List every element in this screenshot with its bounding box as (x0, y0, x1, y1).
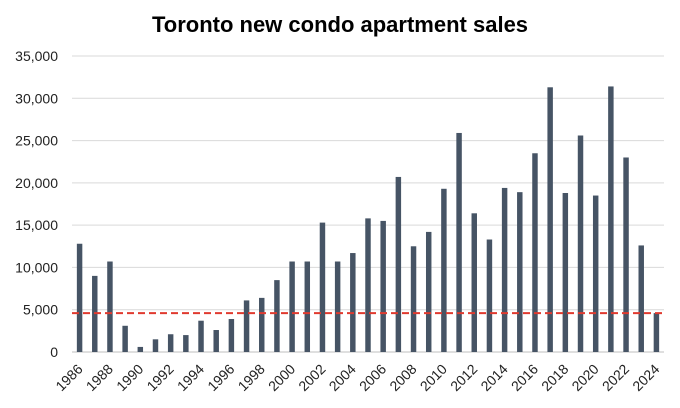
y-tick-label: 5,000 (23, 302, 58, 318)
bar-2008 (410, 246, 417, 352)
bar-2013 (486, 239, 493, 352)
bar-2004 (350, 253, 356, 352)
y-axis: 0 5,000 10,000 15,000 20,000 25,000 30,000 35,0… (15, 48, 58, 360)
bar-2006 (380, 220, 386, 352)
x-tick-label: 2000 (265, 361, 298, 394)
bar-2016 (532, 153, 538, 352)
y-tick-label: 25,000 (15, 133, 58, 149)
x-tick-label: 2022 (599, 361, 632, 394)
x-tick-label: 2018 (538, 361, 571, 394)
bar-2010 (441, 188, 447, 352)
bar-2022 (623, 157, 629, 352)
bars (76, 86, 660, 353)
bar-1986 (76, 243, 83, 352)
bar-2000 (289, 261, 295, 352)
bar-2011 (456, 132, 462, 352)
bar-2015 (517, 192, 523, 352)
bar-1999 (274, 280, 280, 352)
bar-1989 (122, 325, 128, 352)
bar-1995 (213, 330, 219, 352)
bar-2012 (471, 213, 477, 352)
x-tick-label: 2008 (386, 361, 419, 394)
bar-2017 (547, 87, 553, 352)
x-tick-label: 1992 (143, 361, 176, 394)
bar-1990 (137, 346, 144, 352)
bar-2018 (562, 193, 569, 352)
x-tick-label: 2006 (356, 361, 389, 394)
x-tick-label: 2024 (629, 361, 662, 394)
x-tick-label: 1998 (235, 361, 268, 394)
bar-1993 (183, 335, 189, 352)
x-tick-label: 1986 (52, 361, 85, 394)
x-tick-label: 2010 (417, 361, 450, 394)
bar-2023 (638, 245, 644, 352)
x-axis: 1986198819901992199419961998200020022004… (52, 361, 662, 394)
bar-2003 (334, 261, 341, 352)
bar-2005 (365, 218, 371, 352)
bar-1994 (198, 320, 204, 352)
bar-2021 (608, 86, 614, 353)
bar-2024 (653, 313, 660, 352)
x-tick-label: 1996 (204, 361, 237, 394)
x-tick-label: 1994 (174, 361, 207, 394)
y-tick-label: 15,000 (15, 217, 58, 233)
y-tick-label: 20,000 (15, 175, 58, 191)
x-tick-label: 2014 (477, 361, 510, 394)
bar-2014 (501, 187, 508, 352)
bar-2009 (425, 231, 432, 352)
bar-2020 (592, 195, 599, 352)
bar-2007 (395, 176, 402, 352)
bar-2002 (319, 222, 326, 352)
x-tick-label: 2020 (568, 361, 601, 394)
bar-1991 (152, 339, 159, 352)
x-tick-label: 2004 (326, 361, 359, 394)
bar-1988 (107, 261, 113, 352)
x-tick-label: 2002 (295, 361, 328, 394)
x-tick-label: 1990 (113, 361, 146, 394)
x-tick-label: 2016 (508, 361, 541, 394)
y-tick-label: 0 (50, 344, 58, 360)
y-tick-label: 35,000 (15, 48, 58, 64)
y-tick-label: 30,000 (15, 90, 58, 106)
y-tick-label: 10,000 (15, 259, 58, 275)
x-tick-label: 2012 (447, 361, 480, 394)
bar-2001 (304, 261, 311, 352)
bar-1996 (228, 319, 235, 352)
bar-1998 (259, 297, 265, 352)
bar-1997 (243, 300, 250, 352)
bar-1992 (167, 334, 174, 352)
bar-2019 (577, 135, 584, 352)
x-tick-label: 1988 (83, 361, 116, 394)
chart-title: Toronto new condo apartment sales (151, 12, 529, 37)
